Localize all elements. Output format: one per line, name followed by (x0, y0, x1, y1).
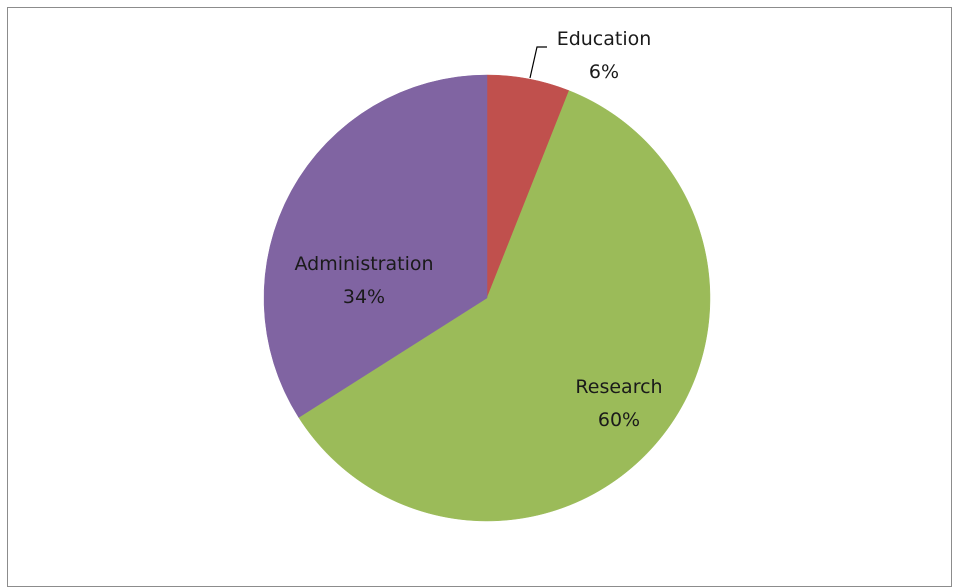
leader-line-education (529, 46, 547, 79)
pie-slice-administration (263, 74, 488, 418)
pie-slice-research (298, 90, 711, 522)
slice-value-research: 60% (598, 409, 640, 431)
slice-label-administration: Administration (294, 253, 433, 275)
slice-label-research: Research (575, 376, 662, 398)
slice-value-administration: 34% (343, 286, 385, 308)
slice-label-education: Education (557, 28, 652, 50)
slice-value-education: 6% (589, 61, 619, 83)
pie-slices (263, 74, 711, 522)
pie-labels: Education 6% Research 60% Administration… (294, 28, 662, 431)
